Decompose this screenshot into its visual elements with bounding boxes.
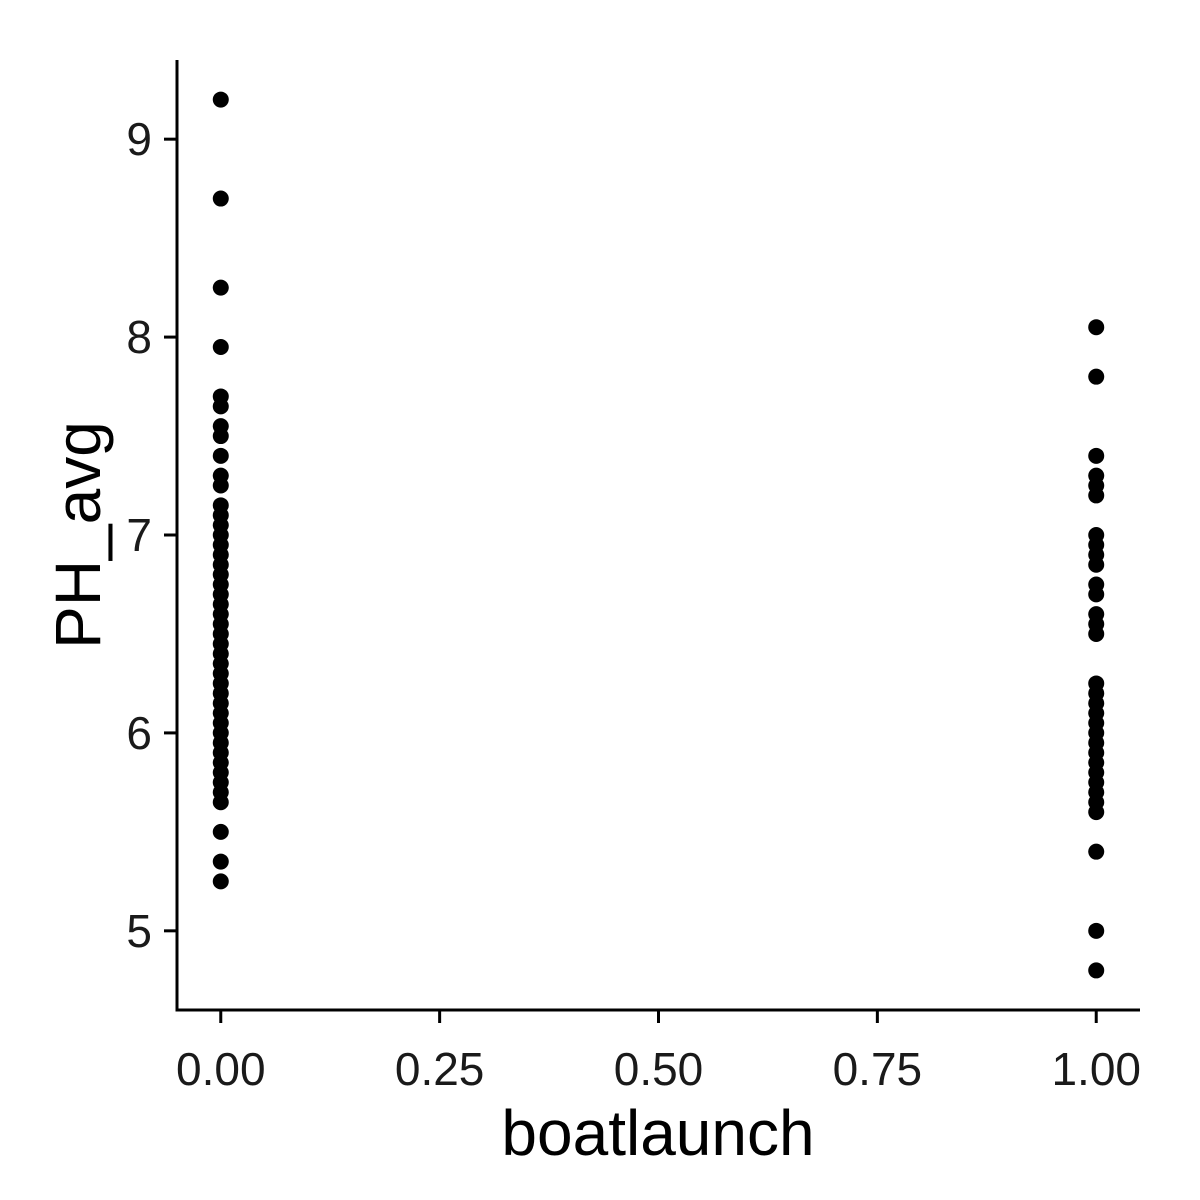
y-tick-label: 6 — [126, 707, 152, 759]
data-point — [1088, 487, 1105, 504]
x-tick-label: 0.75 — [833, 1043, 923, 1095]
data-points — [212, 91, 1105, 979]
data-point — [1088, 962, 1105, 979]
data-point — [212, 279, 229, 296]
data-point — [212, 91, 229, 108]
y-tick-label: 9 — [126, 113, 152, 165]
data-point — [1088, 843, 1105, 860]
x-tick-label: 1.00 — [1051, 1043, 1141, 1095]
x-tick-label: 0.25 — [395, 1043, 485, 1095]
data-point — [1088, 586, 1105, 603]
data-point — [212, 338, 229, 355]
y-tick-label: 5 — [126, 905, 152, 957]
data-point — [212, 477, 229, 494]
axis-ticks: 0.00 0.25 0.50 0.75 1.00 5 6 7 8 9 — [126, 113, 1141, 1095]
data-point — [212, 190, 229, 207]
data-point — [1088, 804, 1105, 821]
x-tick-label: 0.00 — [176, 1043, 266, 1095]
data-point — [1088, 625, 1105, 642]
data-point — [212, 823, 229, 840]
data-point — [212, 447, 229, 464]
data-point — [1088, 368, 1105, 385]
y-tick-label: 8 — [126, 311, 152, 363]
data-point — [212, 428, 229, 445]
x-axis-title: boatlaunch — [501, 1097, 814, 1169]
data-point — [1088, 447, 1105, 464]
data-point — [212, 873, 229, 890]
x-tick-label: 0.50 — [614, 1043, 704, 1095]
data-point — [1088, 556, 1105, 573]
y-axis-title: PH_avg — [42, 421, 114, 649]
data-point — [1088, 319, 1105, 336]
data-point — [212, 794, 229, 811]
data-point — [212, 398, 229, 415]
data-point — [1088, 922, 1105, 939]
y-tick-label: 7 — [126, 509, 152, 561]
data-point — [212, 853, 229, 870]
